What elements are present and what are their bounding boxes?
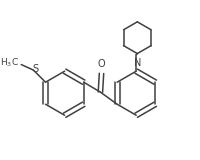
Text: S: S [32,64,38,74]
Text: O: O [97,59,105,69]
Text: H$_3$C: H$_3$C [0,57,19,69]
Text: N: N [133,58,140,68]
